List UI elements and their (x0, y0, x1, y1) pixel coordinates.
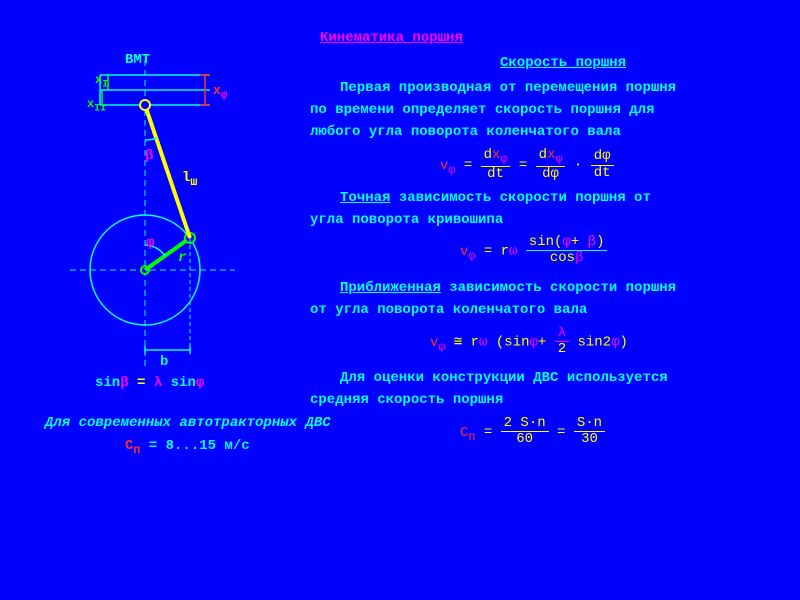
equation-2: vφ = rω sin(φ+ β)cosβ (460, 235, 607, 267)
label-xphi: xφ (213, 83, 227, 102)
para1-l3: любого угла поворота коленчатого вала (310, 124, 621, 140)
approx-line1: Приближенная зависимость скорости поршня (340, 280, 676, 296)
label-b: b (160, 354, 168, 370)
para1-l2: по времени определяет скорость поршня дл… (310, 102, 654, 118)
label-xII: xII (87, 97, 106, 114)
label-lsh: lш (182, 170, 197, 189)
label-r: r (178, 250, 186, 266)
left-note-1: Для современных автотракторных ДВС (45, 415, 331, 431)
eval-line2: средняя скорость поршня (310, 392, 503, 408)
page-title: Кинематика поршня (320, 30, 463, 46)
equation-sinbeta: sinβ = λ sinφ (95, 375, 204, 391)
approx-line2: от угла поворота коленчатого вала (310, 302, 587, 318)
label-phi: φ (146, 235, 154, 251)
crank-diagram (50, 50, 280, 380)
section-heading: Скорость поршня (500, 55, 626, 71)
exact-line2: угла поворота кривошипа (310, 212, 503, 228)
equation-3: vφ ≅ rω (sinφ+ λ2 sin2φ) (430, 326, 628, 358)
left-note-2: Cп = 8...15 м/с (125, 438, 250, 457)
para1-l1: Первая производная от перемещения поршня (340, 80, 676, 96)
equation-4: Cп = 2 S·n60 = S·n30 (460, 416, 605, 448)
label-beta: β (145, 148, 153, 164)
exact-line1: Точная зависимость скорости поршня от (340, 190, 651, 206)
label-bmt: ВМТ (125, 52, 150, 68)
equation-1: vφ = dxφdt = dxφdφ · dφdt (440, 148, 614, 182)
eval-line1: Для оценки конструкции ДВС используется (340, 370, 668, 386)
label-xI: xI (95, 73, 108, 90)
